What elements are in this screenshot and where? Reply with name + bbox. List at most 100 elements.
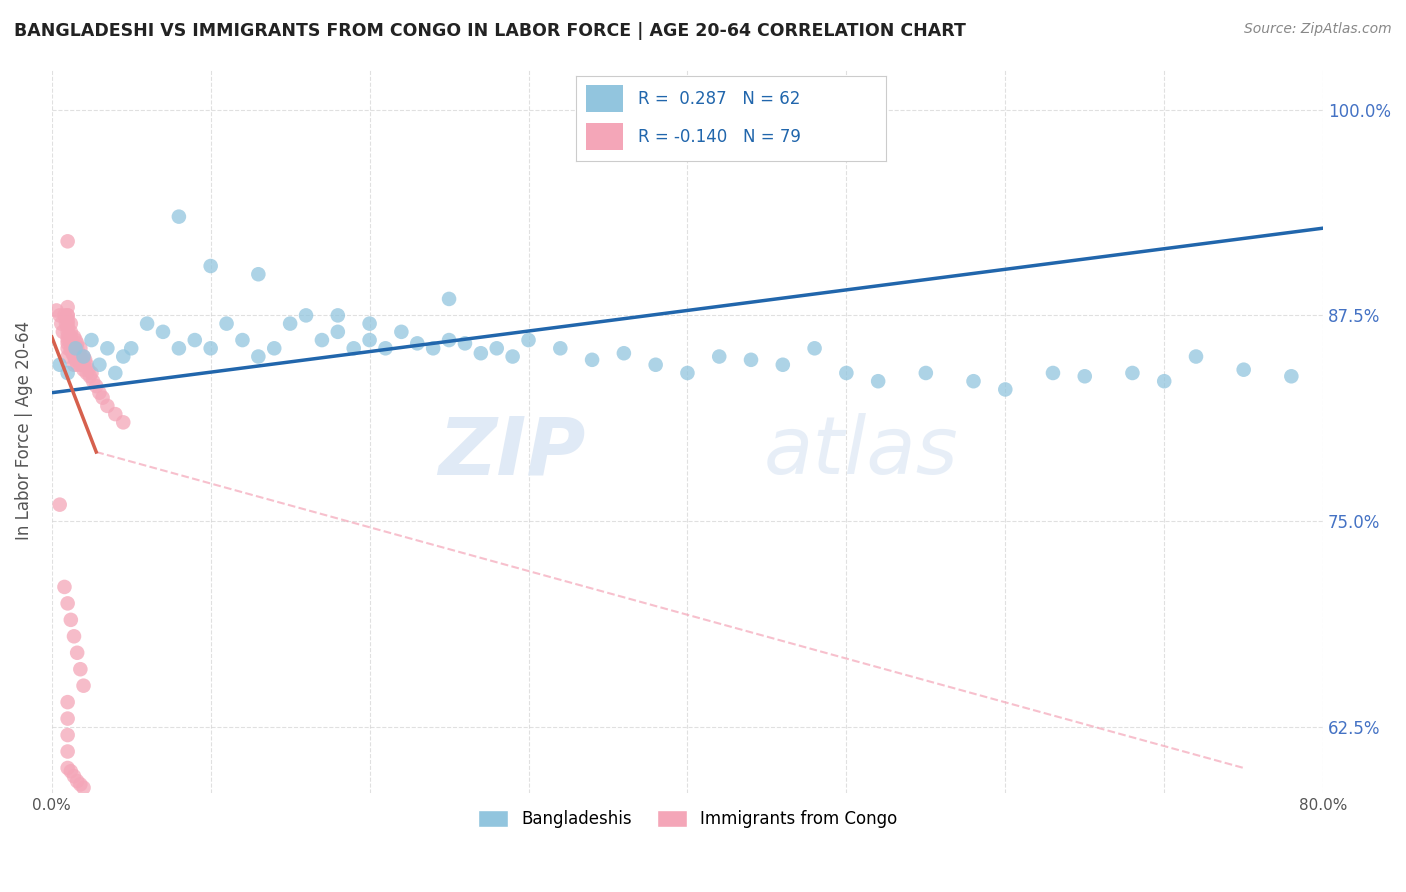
Point <box>1279 369 1302 384</box>
Text: R = -0.140   N = 79: R = -0.140 N = 79 <box>638 128 801 145</box>
Point <box>112 350 135 364</box>
Point <box>56 596 79 610</box>
Point <box>69 777 91 791</box>
Point <box>63 629 86 643</box>
Point <box>406 336 429 351</box>
Point <box>835 366 858 380</box>
Point <box>66 336 89 351</box>
Point <box>59 330 82 344</box>
Point <box>56 309 79 323</box>
Point <box>72 350 94 364</box>
Point <box>994 383 1017 397</box>
Text: atlas: atlas <box>763 413 959 491</box>
Point <box>581 352 603 367</box>
Point <box>91 391 114 405</box>
Point <box>803 341 825 355</box>
Point <box>70 352 93 367</box>
Point <box>374 341 396 355</box>
Point <box>65 341 87 355</box>
Point <box>389 325 412 339</box>
Point <box>82 374 104 388</box>
Point <box>80 333 103 347</box>
Point <box>359 333 381 347</box>
Point <box>112 415 135 429</box>
Point <box>72 358 94 372</box>
Point <box>56 366 79 380</box>
Point <box>1042 366 1064 380</box>
Text: BANGLADESHI VS IMMIGRANTS FROM CONGO IN LABOR FORCE | AGE 20-64 CORRELATION CHAR: BANGLADESHI VS IMMIGRANTS FROM CONGO IN … <box>14 22 966 40</box>
Point <box>59 613 82 627</box>
Point <box>152 325 174 339</box>
Point <box>359 317 381 331</box>
Point <box>65 346 87 360</box>
Point <box>96 399 118 413</box>
Point <box>48 309 70 323</box>
Point <box>63 341 86 355</box>
Point <box>79 369 101 384</box>
Point <box>53 580 76 594</box>
Point <box>295 309 318 323</box>
Point <box>51 317 73 331</box>
Point <box>613 346 636 360</box>
Point <box>1185 350 1208 364</box>
Point <box>740 352 762 367</box>
Point <box>56 761 79 775</box>
Point <box>231 333 253 347</box>
Point <box>96 341 118 355</box>
Point <box>56 745 79 759</box>
Point <box>136 317 159 331</box>
Point <box>75 352 97 367</box>
Point <box>1153 374 1175 388</box>
Point <box>120 341 142 355</box>
Point <box>914 366 936 380</box>
Point <box>80 366 103 380</box>
Point <box>72 362 94 376</box>
Point <box>59 764 82 779</box>
Point <box>66 646 89 660</box>
Point <box>200 259 222 273</box>
Point <box>76 366 98 380</box>
Point <box>72 350 94 364</box>
Bar <box>586 85 623 112</box>
Point <box>56 309 79 323</box>
Point <box>62 336 84 351</box>
Point <box>454 336 477 351</box>
Point <box>59 317 82 331</box>
Point <box>56 336 79 351</box>
Point <box>56 325 79 339</box>
Point <box>59 336 82 351</box>
Point <box>167 210 190 224</box>
Point <box>56 728 79 742</box>
Point <box>104 407 127 421</box>
Point <box>55 317 77 331</box>
Point <box>56 330 79 344</box>
Point <box>59 325 82 339</box>
Point <box>56 712 79 726</box>
Point <box>184 333 207 347</box>
Point <box>48 358 70 372</box>
Point <box>48 498 70 512</box>
Point <box>962 374 984 388</box>
Point <box>67 346 90 360</box>
Point <box>66 350 89 364</box>
Point <box>53 309 76 323</box>
Point <box>709 350 731 364</box>
Y-axis label: In Labor Force | Age 20-64: In Labor Force | Age 20-64 <box>15 321 32 541</box>
Point <box>56 317 79 331</box>
Point <box>72 679 94 693</box>
Point <box>63 350 86 364</box>
Point <box>56 341 79 355</box>
Point <box>52 325 75 339</box>
Point <box>278 317 301 331</box>
Point <box>772 358 794 372</box>
Point <box>69 341 91 355</box>
Text: R =  0.287   N = 62: R = 0.287 N = 62 <box>638 90 800 108</box>
Point <box>1233 362 1256 376</box>
Point <box>167 341 190 355</box>
Point <box>56 350 79 364</box>
Point <box>200 341 222 355</box>
Point <box>77 362 100 376</box>
Point <box>263 341 285 355</box>
Point <box>517 333 540 347</box>
Point <box>56 333 79 347</box>
